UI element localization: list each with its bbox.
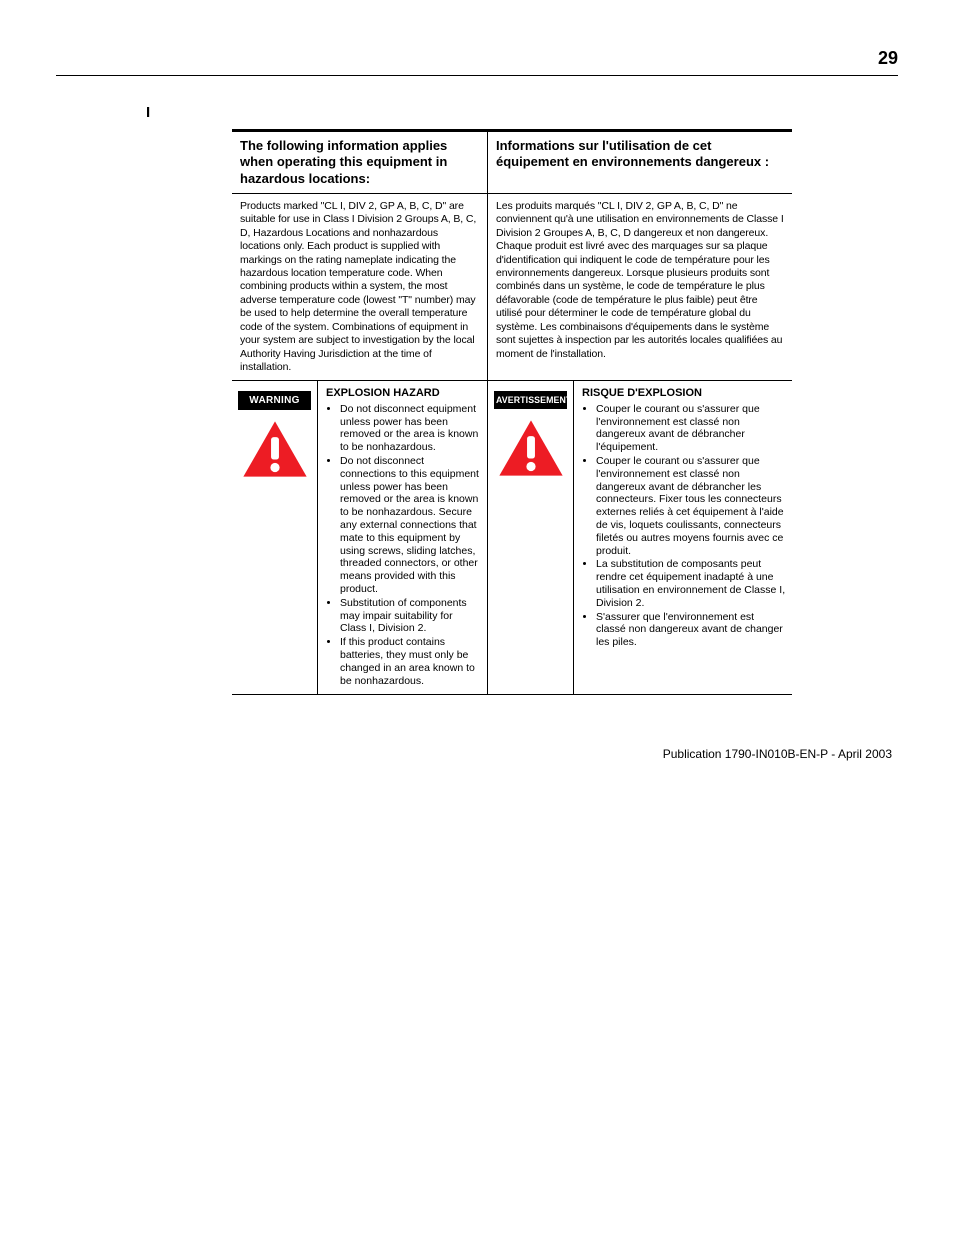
warning-bullet-en: Do not disconnect equipment unless power… [340,403,481,454]
warning-badge-col-fr: AVERTISSEMENT [488,381,574,694]
warning-body-en: EXPLOSION HAZARD Do not disconnect equip… [318,381,487,694]
header-en: The following information applies when o… [232,132,488,193]
warning-badge-fr: AVERTISSEMENT [494,391,567,409]
page-number: 29 [56,48,898,69]
warning-badge-en: WARNING [238,391,311,410]
warning-bullet-en: Do not disconnect connections to this eq… [340,455,481,596]
warning-en-section: WARNING EXPLOSION HAZARD Do not disconne… [232,381,488,694]
warning-title-en: EXPLOSION HAZARD [326,387,481,400]
warning-title-fr: RISQUE D'EXPLOSION [582,387,786,400]
intro-fr: Les produits marqués "CL I, DIV 2, GP A,… [488,194,792,381]
intro-en: Products marked "CL I, DIV 2, GP A, B, C… [232,194,488,381]
header-row: The following information applies when o… [232,129,792,194]
warning-body-fr: RISQUE D'EXPLOSION Couper le courant ou … [574,381,792,694]
warning-triangle-icon [242,420,308,478]
warning-bullet-fr: La substitution de composants peut rendr… [596,558,786,609]
warning-bullet-en: Substitution of components may impair su… [340,597,481,635]
warning-bullet-fr: Couper le courant ou s'assurer que l'env… [596,403,786,454]
warning-bullet-fr: Couper le courant ou s'assurer que l'env… [596,455,786,557]
intro-row: Products marked "CL I, DIV 2, GP A, B, C… [232,194,792,382]
hazardous-info-block: The following information applies when o… [232,129,792,695]
warning-row: WARNING EXPLOSION HAZARD Do not disconne… [232,381,792,695]
warning-triangle-icon [498,419,564,477]
warning-badge-col-en: WARNING [232,381,318,694]
top-rule [56,75,898,76]
section-marker: I [146,104,898,121]
publication-footer: Publication 1790-IN010B-EN-P - April 200… [56,747,898,761]
warning-bullet-en: If this product contains batteries, they… [340,636,481,687]
header-fr: Informations sur l'utilisation de cet éq… [488,132,792,193]
warning-bullet-fr: S'assurer que l'environnement est classé… [596,611,786,649]
warning-fr-section: AVERTISSEMENT RISQUE D'EXPLOSION Couper … [488,381,792,694]
